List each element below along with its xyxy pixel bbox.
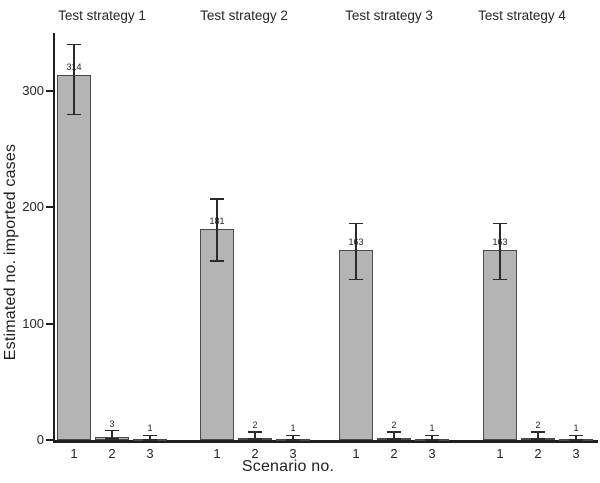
x-tick-label: 2: [251, 446, 259, 461]
y-tick-mark: [46, 322, 53, 325]
bar: [483, 250, 517, 440]
error-bar-cap-bottom: [387, 438, 401, 440]
bar-value-label: 1: [573, 423, 579, 434]
x-tick-label: 1: [70, 446, 78, 461]
error-bar-line: [393, 431, 395, 439]
error-bar-cap-top: [349, 222, 363, 225]
error-bar-line: [575, 435, 577, 440]
error-bar-cap-bottom: [493, 278, 507, 281]
bar-value-label: 163: [492, 237, 508, 248]
error-bar-cap-bottom: [531, 438, 545, 440]
error-bar-line: [431, 435, 433, 440]
error-bar-cap-top: [67, 43, 81, 46]
bar-value-label: 2: [391, 419, 397, 430]
bar-value-label: 1: [429, 423, 435, 434]
error-bar-cap-bottom: [210, 260, 224, 262]
bar: [200, 229, 234, 440]
y-tick-mark: [46, 206, 53, 209]
error-bar-line: [499, 223, 501, 280]
x-tick-label: 1: [352, 446, 360, 461]
error-bar-line: [537, 431, 539, 439]
error-bar-cap-top: [387, 431, 401, 433]
error-bar-cap-bottom: [349, 278, 363, 281]
error-bar-cap-bottom: [569, 439, 583, 441]
error-bar-line: [73, 44, 75, 115]
error-bar-cap-top: [248, 431, 262, 433]
error-bar-cap-top: [493, 222, 507, 225]
x-tick-label: 3: [146, 446, 154, 461]
panel-title: Test strategy 2: [200, 8, 288, 23]
error-bar-cap-top: [531, 431, 545, 433]
error-bar-line: [254, 431, 256, 439]
x-tick-label: 3: [428, 446, 436, 461]
error-bar-cap-bottom: [286, 439, 300, 441]
error-bar-cap-top: [210, 198, 224, 200]
x-tick-label: 2: [534, 446, 542, 461]
x-axis-title: Scenario no.: [241, 458, 335, 475]
error-bar-cap-top: [425, 434, 439, 437]
error-bar-line: [355, 223, 357, 280]
x-tick-label: 1: [213, 446, 221, 461]
bar-value-label: 3: [109, 418, 115, 429]
y-tick-label: 300: [22, 83, 44, 98]
panel-title: Test strategy 4: [478, 8, 566, 23]
bar-value-label: 181: [209, 216, 225, 227]
y-tick-label: 0: [36, 432, 44, 447]
error-bar-cap-bottom: [143, 439, 157, 441]
error-bar-line: [292, 435, 294, 440]
bar-value-label: 163: [348, 237, 364, 248]
error-bar-cap-top: [143, 434, 157, 437]
error-bar-cap-bottom: [105, 438, 119, 440]
y-tick-mark: [46, 90, 53, 92]
bar-value-label: 1: [147, 423, 153, 434]
y-tick-label: 200: [22, 199, 44, 215]
x-tick-label: 3: [572, 446, 580, 461]
panel-title: Test strategy 1: [58, 8, 146, 23]
error-bar-cap-bottom: [425, 439, 439, 441]
y-tick-label: 100: [22, 315, 44, 331]
bar: [57, 74, 91, 440]
error-bar-cap-bottom: [67, 113, 81, 116]
error-bar-line: [111, 430, 113, 439]
error-bar-cap-top: [569, 434, 583, 437]
x-axis-line: [52, 440, 598, 443]
bar-value-label: 2: [535, 419, 541, 430]
error-bar-cap-top: [105, 429, 119, 432]
error-bar-line: [216, 199, 218, 261]
y-tick-mark: [46, 439, 53, 441]
error-bar-cap-bottom: [248, 438, 262, 440]
error-bar-line: [149, 435, 151, 440]
x-tick-label: 3: [289, 446, 297, 461]
x-tick-label: 1: [496, 446, 504, 461]
x-tick-label: 2: [390, 446, 398, 461]
y-axis-line: [52, 33, 55, 443]
panel-title: Test strategy 3: [345, 8, 433, 23]
bar-value-label: 314: [66, 61, 82, 72]
bar-value-label: 1: [290, 423, 296, 434]
error-bar-cap-top: [286, 434, 300, 437]
bar-value-label: 2: [252, 419, 258, 430]
x-tick-label: 2: [108, 446, 116, 461]
